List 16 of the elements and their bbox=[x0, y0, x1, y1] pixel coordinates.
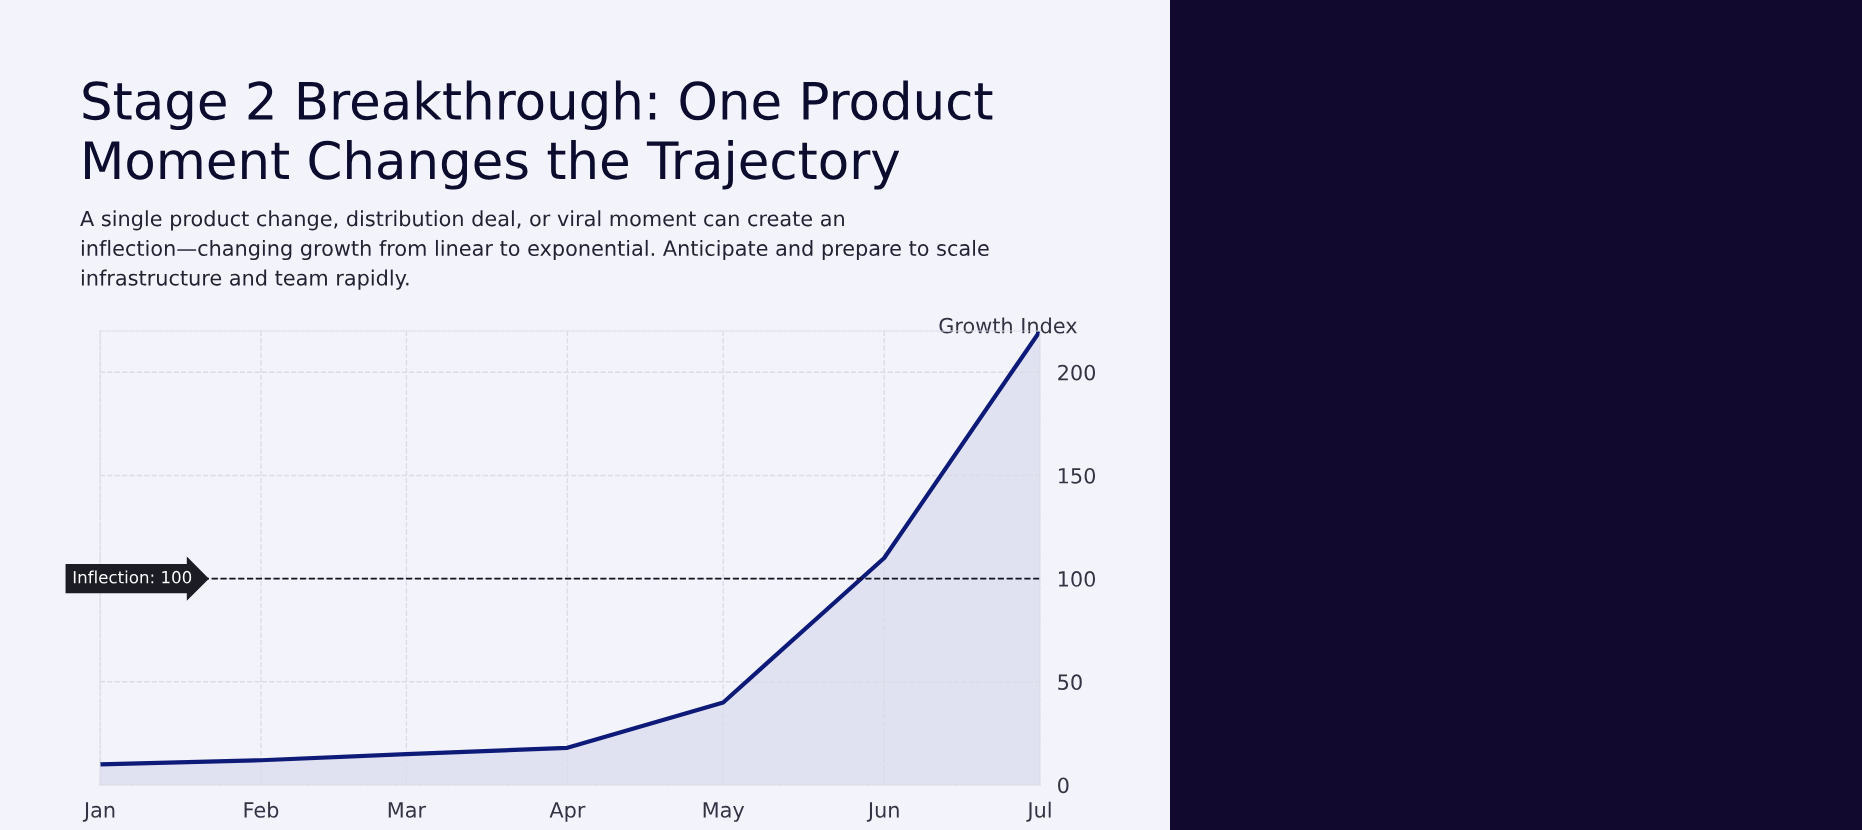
y-tick-label: 0 bbox=[1058, 777, 1069, 794]
x-tick-label: May bbox=[703, 802, 745, 822]
y-tick-label: 200 bbox=[1058, 364, 1096, 381]
x-tick-label: Mar bbox=[388, 802, 427, 818]
chart-title: Stage 2 Breakthrough: One Product Moment Changes the Trajectory bbox=[83, 80, 993, 190]
x-tick-label: Jul bbox=[1026, 801, 1051, 822]
x-tick-label: Jun bbox=[866, 802, 899, 822]
ref-line-label: Inflection: 100 bbox=[73, 570, 192, 584]
y-tick-label: 50 bbox=[1058, 674, 1082, 691]
chart-subtitle: A single product change, distribution deal, or viral moment can create an inflection—changing growth from linear to exponential. Anticipate and prepare to scale infrastructure and team rapidly. bbox=[80, 210, 989, 290]
x-tick-label: Apr bbox=[549, 802, 586, 822]
y-axis-title: Growth Index bbox=[939, 317, 1077, 334]
y-tick-label: 150 bbox=[1058, 467, 1096, 484]
x-tick-label: Feb bbox=[244, 801, 279, 818]
y-tick-label: 100 bbox=[1058, 571, 1096, 587]
x-tick-label: Jan bbox=[82, 802, 115, 822]
